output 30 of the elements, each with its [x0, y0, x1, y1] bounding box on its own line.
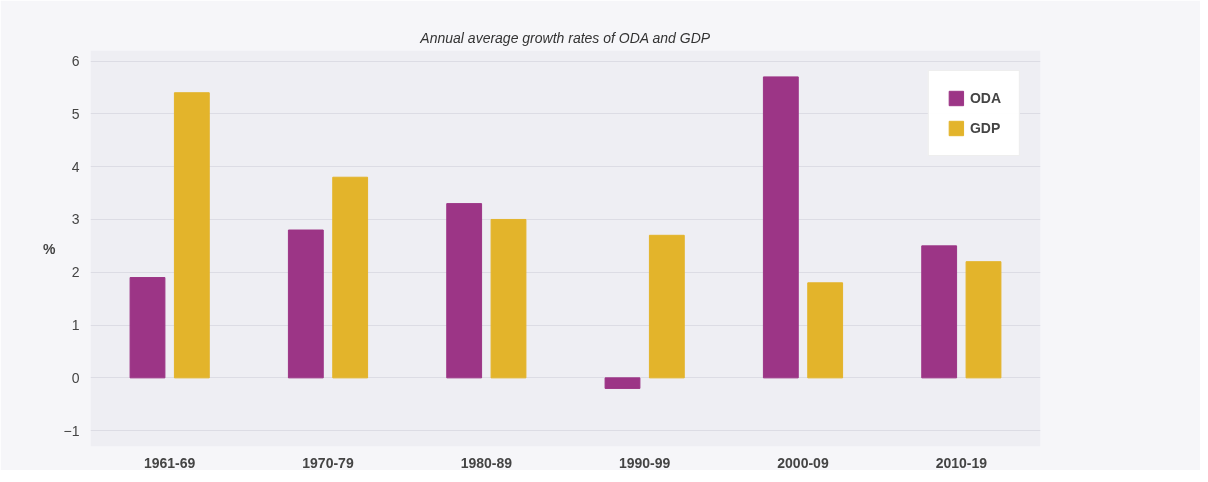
y-tick-label: 1: [71, 317, 80, 334]
y-tick-label: 4: [71, 158, 80, 175]
bar: [129, 277, 166, 379]
x-tick-label: 1970-79: [302, 454, 354, 471]
legend-label: GDP: [969, 120, 1001, 136]
bar: [648, 234, 685, 379]
y-axis-title: %: [43, 240, 57, 257]
x-tick-label: 1961-69: [143, 454, 196, 471]
bar: [965, 261, 1002, 379]
bar: [604, 377, 641, 389]
bar: [490, 218, 527, 379]
chart-title: Annual average growth rates of ODA and GDP: [419, 29, 711, 46]
x-tick-label: 2010-19: [935, 454, 988, 471]
bar: [762, 76, 799, 379]
bar: [332, 176, 369, 379]
bar: [173, 92, 210, 379]
x-tick-label: 1980-89: [460, 454, 513, 471]
y-tick-label: 3: [71, 211, 80, 228]
x-tick-label: 1990-99: [618, 454, 671, 471]
y-tick-label: 6: [71, 53, 80, 70]
legend-label: ODA: [969, 90, 1001, 106]
bar: [287, 229, 324, 379]
x-tick-label: 2000-09: [777, 454, 829, 471]
bar: [921, 245, 958, 379]
y-tick-label: 2: [71, 264, 80, 281]
y-tick-label: 0: [71, 369, 80, 386]
bar: [807, 282, 844, 379]
y-tick-label: 5: [71, 105, 80, 122]
bar: [446, 203, 483, 379]
y-tick-label: −1: [63, 422, 80, 439]
